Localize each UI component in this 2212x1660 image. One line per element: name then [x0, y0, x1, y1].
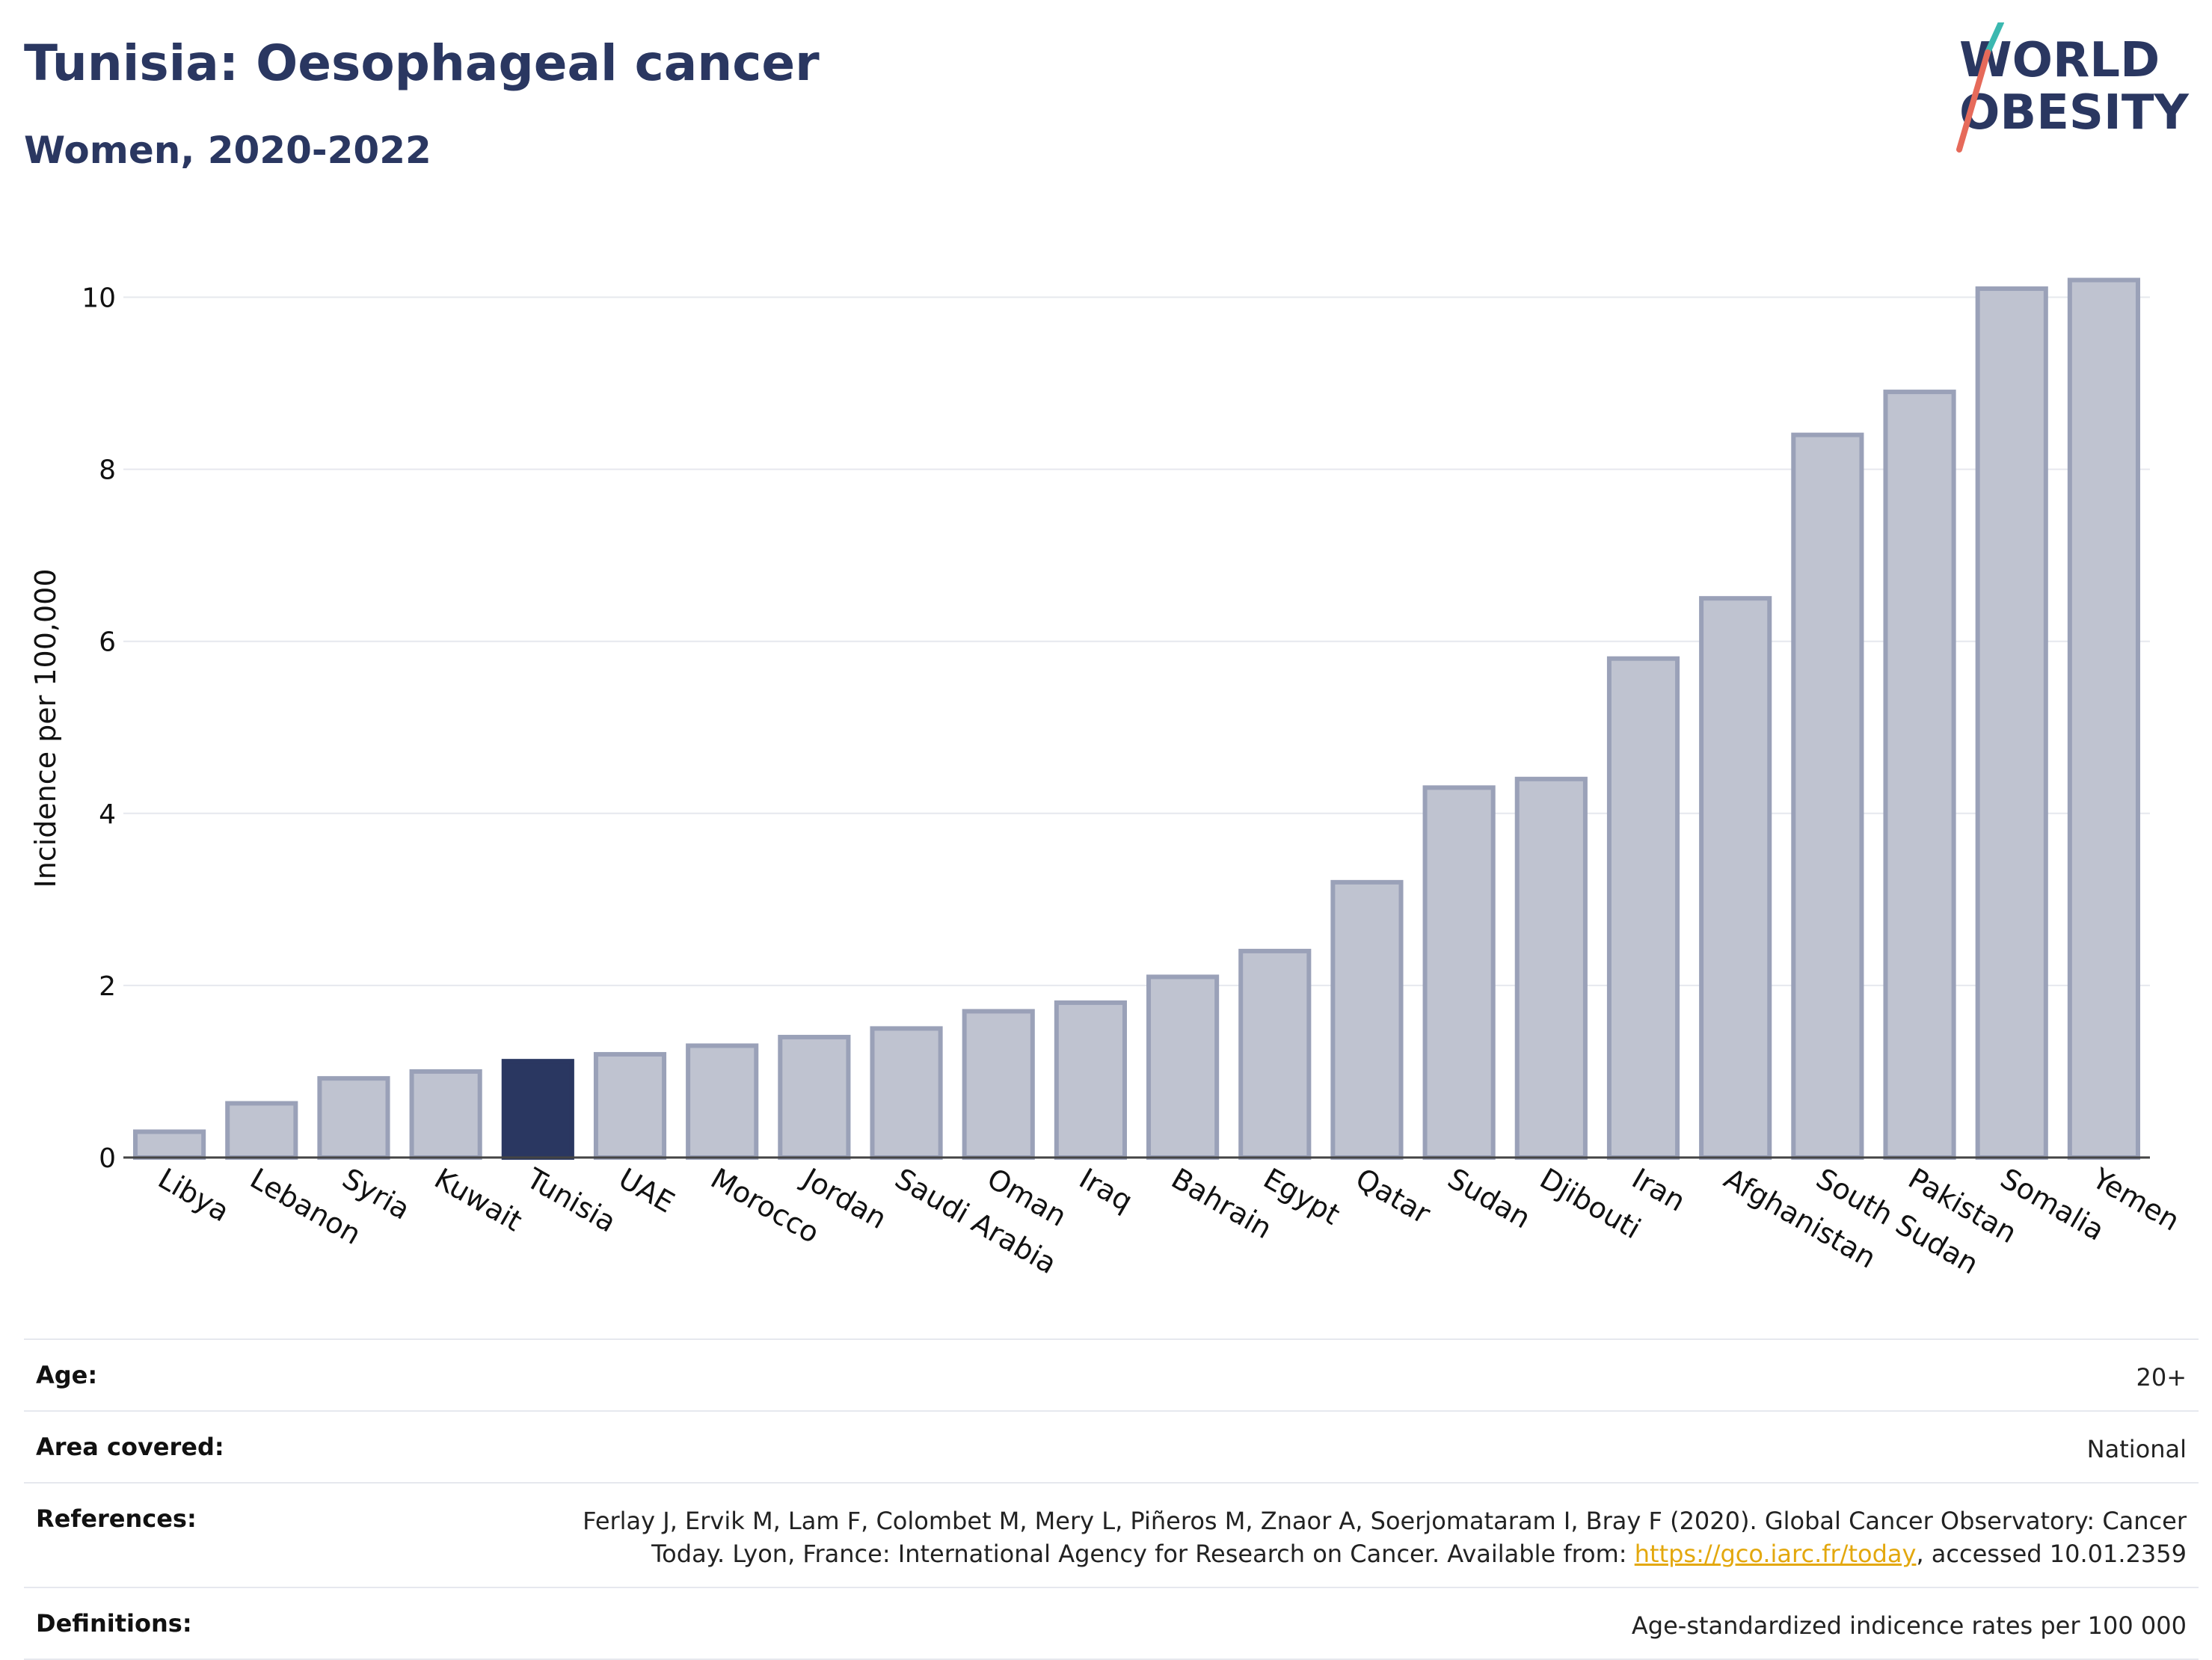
references-line2-post: , accessed 10.01.2359	[1916, 1540, 2187, 1568]
logo-slash-top	[1985, 22, 2004, 55]
x-tick-label: Kuwait	[429, 1162, 528, 1238]
x-tick-label: Qatar	[1350, 1162, 1436, 1231]
bar-afghanistan	[1699, 596, 1772, 1160]
bar-saudi-arabia	[870, 1026, 943, 1161]
y-tick-label: 4	[99, 799, 116, 830]
x-tick-label: Iran	[1626, 1162, 1691, 1218]
y-axis-label: Incidence per 100,000	[29, 568, 62, 888]
references-line1: Ferlay J, Ervik M, Lam F, Colombet M, Me…	[583, 1507, 2187, 1535]
x-tick-label: Bahrain	[1166, 1162, 1277, 1246]
meta-row-definitions: Definitions: Age-standardized indicence …	[24, 1587, 2199, 1660]
y-tick-label: 10	[82, 283, 116, 314]
page-title: Tunisia: Oesophageal cancer	[24, 34, 820, 92]
x-tick-label: Tunisia	[520, 1161, 621, 1239]
meta-row-area: Area covered: National	[24, 1410, 2199, 1482]
bar-oman	[962, 1009, 1035, 1161]
bar-morocco	[686, 1043, 759, 1161]
bar-sudan	[1422, 785, 1496, 1161]
definitions-label: Definitions:	[36, 1609, 192, 1638]
bars	[133, 277, 2140, 1161]
bar-lebanon	[225, 1101, 298, 1161]
bar-somalia	[1975, 286, 2048, 1160]
references-link[interactable]: https://gco.iarc.fr/today	[1634, 1540, 1917, 1568]
bar-iran	[1606, 656, 1680, 1160]
x-tick-label: Sudan	[1443, 1162, 1537, 1235]
y-tick-label: 6	[99, 627, 116, 658]
bar-libya	[133, 1129, 206, 1161]
bar-jordan	[778, 1034, 851, 1161]
bar-qatar	[1330, 879, 1404, 1161]
y-tick-label: 8	[99, 455, 116, 486]
area-label: Area covered:	[36, 1433, 224, 1461]
meta-row-references: References: Ferlay J, Ervik M, Lam F, Co…	[24, 1482, 2199, 1587]
metadata-table: Age: 20+ Area covered: National Referenc…	[24, 1338, 2199, 1660]
definitions-value: Age-standardized indicence rates per 100…	[1631, 1611, 2187, 1640]
area-value: National	[2086, 1435, 2187, 1463]
x-tick-label: Djibouti	[1534, 1162, 1647, 1246]
bar-tunisia	[501, 1059, 574, 1160]
bar-kuwait	[409, 1069, 482, 1161]
page-subtitle: Women, 2020-2022	[24, 129, 431, 172]
references-value: Ferlay J, Ervik M, Lam F, Colombet M, Me…	[583, 1504, 2187, 1570]
bar-bahrain	[1146, 974, 1220, 1161]
references-label: References:	[36, 1504, 197, 1533]
logo-slash-bottom	[1956, 49, 1991, 153]
bar-syria	[317, 1076, 390, 1161]
y-tick-label: 2	[99, 971, 116, 1002]
x-tick-label: Iraq	[1074, 1162, 1138, 1218]
bar-pakistan	[1883, 390, 1956, 1160]
y-axis-ticks: 0 2 4 6 8 10	[82, 283, 116, 1174]
logo-text-obesity: OBESITY	[1959, 85, 2189, 141]
bar-iraq	[1054, 1000, 1127, 1161]
bar-egypt	[1238, 948, 1312, 1161]
bar-djibouti	[1514, 776, 1588, 1161]
bar-south-sudan	[1791, 432, 1864, 1160]
bar-uae	[593, 1051, 667, 1161]
y-tick-label: 0	[99, 1143, 116, 1174]
x-tick-label: Libya	[153, 1162, 235, 1229]
x-tick-label: UAE	[613, 1162, 680, 1220]
age-value: 20+	[2136, 1363, 2187, 1392]
meta-row-age: Age: 20+	[24, 1338, 2199, 1410]
age-label: Age:	[36, 1361, 98, 1389]
references-line2-pre: Today. Lyon, France: International Agenc…	[651, 1540, 1635, 1568]
world-obesity-logo: WORLD OBESITY	[1956, 22, 2189, 153]
bar-yemen	[2067, 277, 2140, 1160]
